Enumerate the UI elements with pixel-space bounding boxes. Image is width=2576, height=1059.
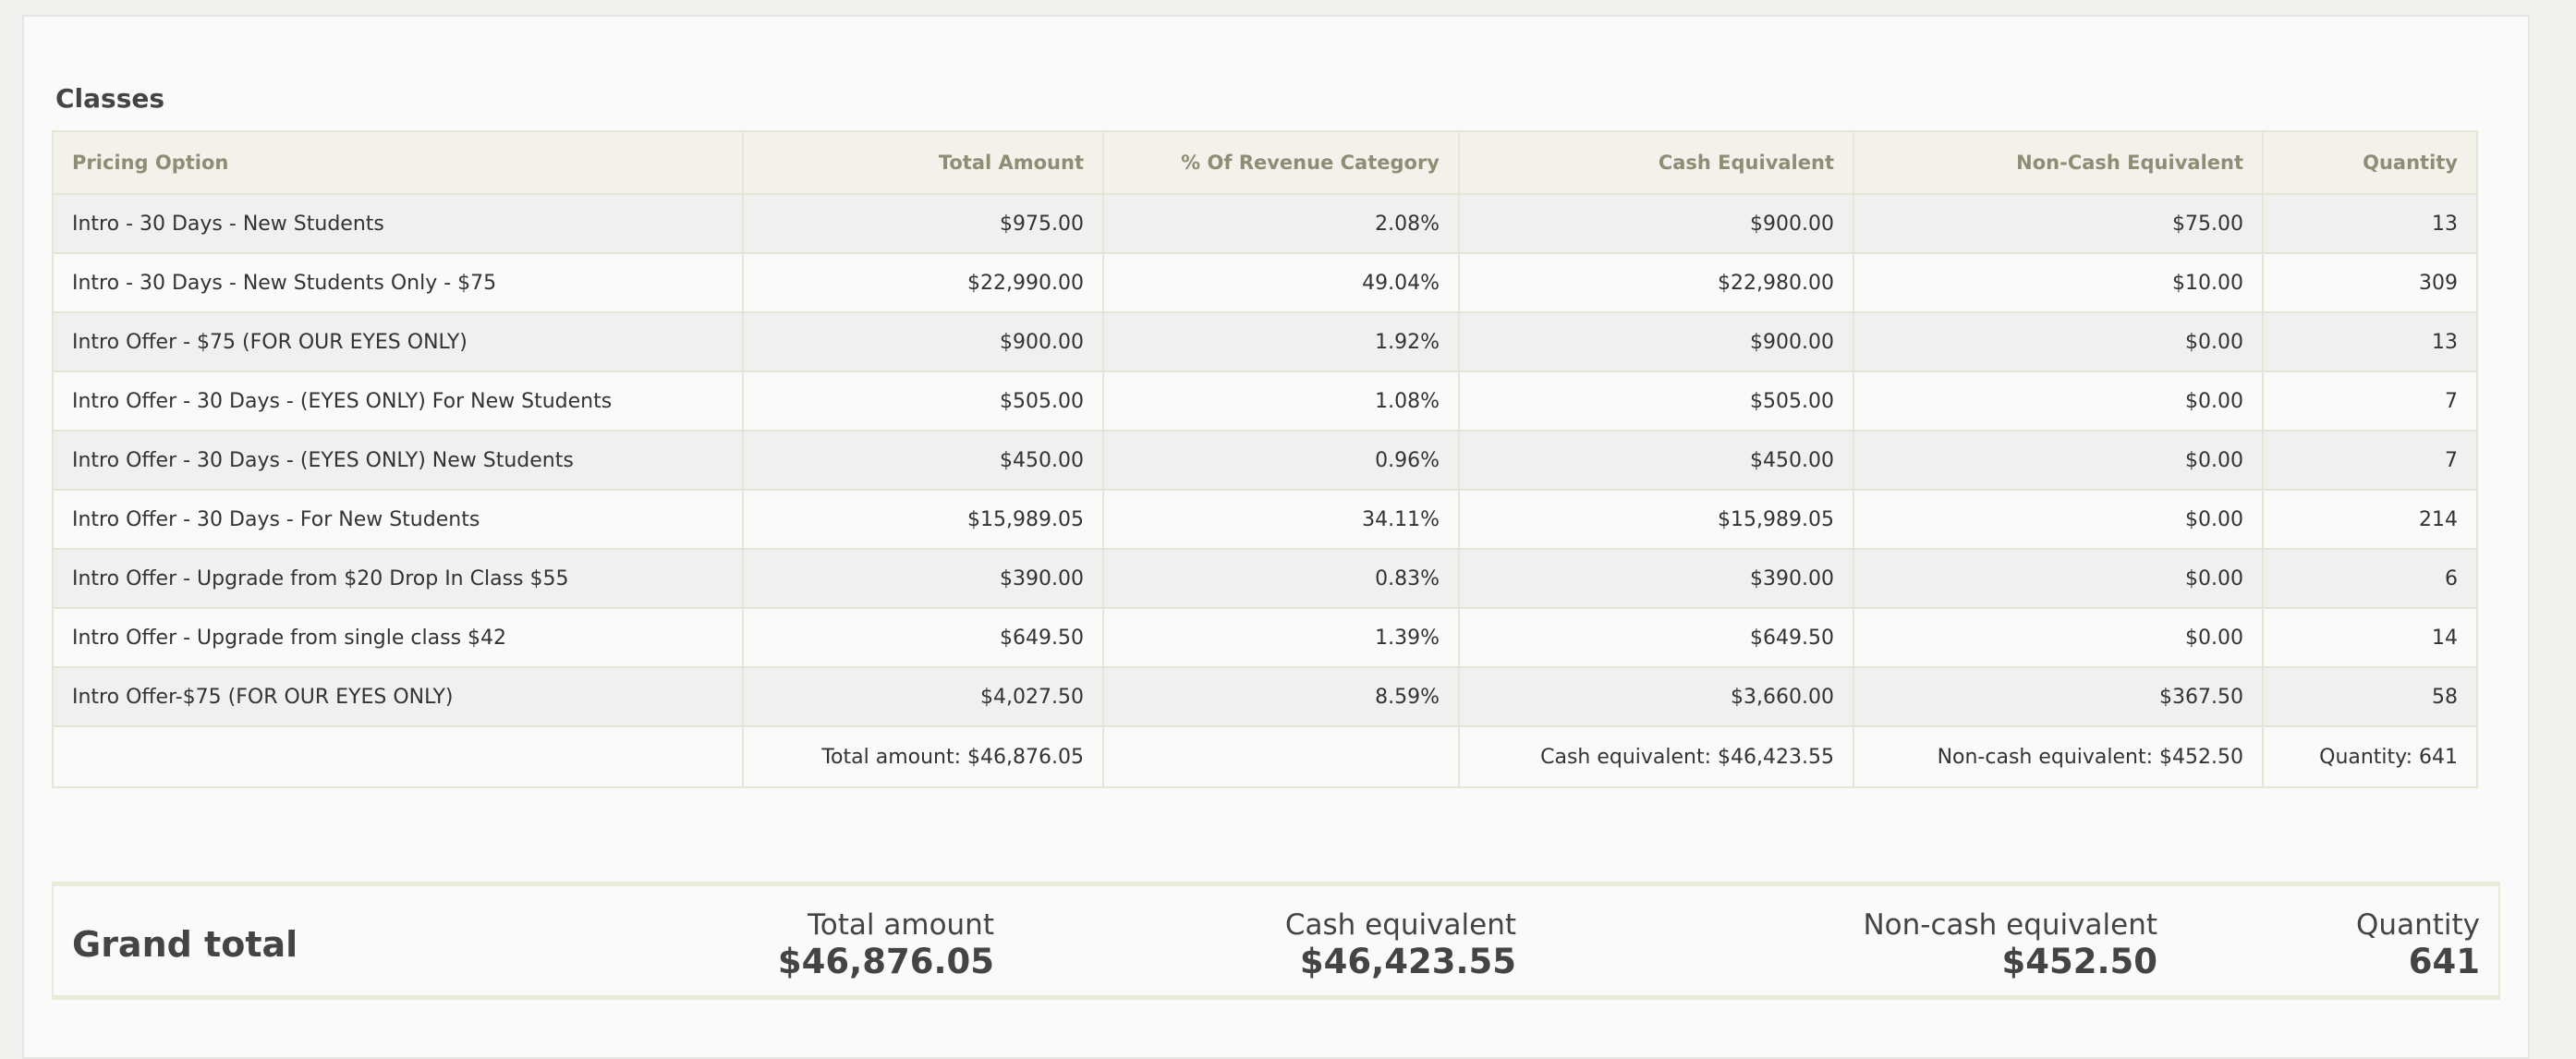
table-row: Intro Offer - $75 (FOR OUR EYES ONLY) $9… — [52, 311, 2478, 372]
grand-total-quantity-caption: Quantity — [2356, 908, 2480, 942]
table-row: Intro Offer - Upgrade from single class … — [52, 607, 2478, 668]
cell-non-cash-equivalent: $75.00 — [1853, 193, 2264, 254]
grand-total-non-cash-value: $452.50 — [2001, 942, 2157, 981]
cell-total-amount: $450.00 — [742, 430, 1104, 491]
grand-total-bar: Grand total Total amount $46,876.05 Cash… — [52, 882, 2500, 1000]
cell-non-cash-equivalent: $0.00 — [1853, 430, 2264, 491]
cell-cash-equivalent: $390.00 — [1458, 548, 1854, 609]
cell-pct-revenue: 2.08% — [1102, 193, 1460, 254]
column-header-non-cash-equivalent[interactable]: Non-Cash Equivalent — [1853, 130, 2264, 195]
cell-total-amount: $649.50 — [742, 607, 1104, 668]
total-amount-summary: Total amount: $46,876.05 — [742, 725, 1104, 788]
cell-cash-equivalent: $450.00 — [1458, 430, 1854, 491]
cell-pct-revenue: 1.08% — [1102, 371, 1460, 432]
cell-quantity: 14 — [2262, 607, 2478, 668]
cell-cash-equivalent: $15,989.05 — [1458, 489, 1854, 550]
cell-quantity: 6 — [2262, 548, 2478, 609]
quantity-summary: Quantity: 641 — [2262, 725, 2478, 788]
cell-totals-empty — [52, 725, 744, 788]
cell-total-amount: $22,990.00 — [742, 252, 1104, 313]
cell-pct-revenue: 1.92% — [1102, 311, 1460, 372]
cell-cash-equivalent: $505.00 — [1458, 371, 1854, 432]
column-header-pricing-option[interactable]: Pricing Option — [52, 130, 744, 195]
cell-pct-revenue: 0.83% — [1102, 548, 1460, 609]
grand-total-cash-caption: Cash equivalent — [1284, 908, 1516, 942]
cell-quantity: 7 — [2262, 371, 2478, 432]
cell-total-amount: $900.00 — [742, 311, 1104, 372]
cell-pricing-option: Intro Offer-$75 (FOR OUR EYES ONLY) — [52, 666, 744, 727]
table-row: Intro - 30 Days - New Students Only - $7… — [52, 252, 2478, 313]
cell-cash-equivalent: $900.00 — [1458, 311, 1854, 372]
column-header-pct-revenue[interactable]: % Of Revenue Category — [1102, 130, 1460, 195]
cash-equivalent-summary: Cash equivalent: $46,423.55 — [1458, 725, 1854, 788]
cell-pricing-option: Intro - 30 Days - New Students Only - $7… — [52, 252, 744, 313]
cell-total-amount: $4,027.50 — [742, 666, 1104, 727]
cell-total-amount: $505.00 — [742, 371, 1104, 432]
cell-total-amount: $15,989.05 — [742, 489, 1104, 550]
cell-cash-equivalent: $649.50 — [1458, 607, 1854, 668]
cell-cash-equivalent: $3,660.00 — [1458, 666, 1854, 727]
classes-table: Pricing Option Total Amount % Of Revenue… — [52, 130, 2478, 788]
grand-total-label: Grand total — [72, 924, 298, 965]
cell-pct-revenue: 0.96% — [1102, 430, 1460, 491]
cell-quantity: 214 — [2262, 489, 2478, 550]
cell-pct-revenue: 8.59% — [1102, 666, 1460, 727]
grand-total-cash-equivalent: Cash equivalent $46,423.55 — [1285, 908, 1516, 982]
table-row: Intro - 30 Days - New Students $975.00 2… — [52, 193, 2478, 254]
cell-pct-revenue: 49.04% — [1102, 252, 1460, 313]
non-cash-equivalent-summary: Non-cash equivalent: $452.50 — [1853, 725, 2264, 788]
cell-non-cash-equivalent: $0.00 — [1853, 311, 2264, 372]
cell-pricing-option: Intro Offer - Upgrade from $20 Drop In C… — [52, 548, 744, 609]
grand-total-non-cash-equivalent: Non-cash equivalent $452.50 — [1863, 908, 2157, 982]
cell-non-cash-equivalent: $0.00 — [1853, 548, 2264, 609]
cell-non-cash-equivalent: $10.00 — [1853, 252, 2264, 313]
cell-quantity: 58 — [2262, 666, 2478, 727]
cell-pricing-option: Intro Offer - 30 Days - (EYES ONLY) New … — [52, 430, 744, 491]
grand-total-amount-caption: Total amount — [808, 908, 994, 942]
cell-quantity: 13 — [2262, 193, 2478, 254]
table-header-row: Pricing Option Total Amount % Of Revenue… — [52, 130, 2478, 195]
grand-total-quantity: Quantity 641 — [2356, 908, 2480, 982]
cell-totals-empty — [1102, 725, 1460, 788]
grand-total-amount: Total amount $46,876.05 — [778, 908, 994, 982]
cell-non-cash-equivalent: $0.00 — [1853, 607, 2264, 668]
cell-quantity: 13 — [2262, 311, 2478, 372]
cell-quantity: 7 — [2262, 430, 2478, 491]
column-header-quantity[interactable]: Quantity — [2262, 130, 2478, 195]
section-title: Classes — [55, 83, 165, 114]
cell-non-cash-equivalent: $0.00 — [1853, 489, 2264, 550]
cell-non-cash-equivalent: $0.00 — [1853, 371, 2264, 432]
grand-total-quantity-value: 641 — [2408, 942, 2480, 981]
table-row: Intro Offer - 30 Days - For New Students… — [52, 489, 2478, 550]
cell-pricing-option: Intro Offer - 30 Days - For New Students — [52, 489, 744, 550]
table-row: Intro Offer - 30 Days - (EYES ONLY) New … — [52, 430, 2478, 491]
cell-total-amount: $390.00 — [742, 548, 1104, 609]
cell-non-cash-equivalent: $367.50 — [1853, 666, 2264, 727]
column-header-total-amount[interactable]: Total Amount — [742, 130, 1104, 195]
grand-total-cash-value: $46,423.55 — [1299, 942, 1516, 981]
grand-total-amount-value: $46,876.05 — [777, 942, 994, 981]
cell-pricing-option: Intro - 30 Days - New Students — [52, 193, 744, 254]
table-row: Intro Offer - 30 Days - (EYES ONLY) For … — [52, 371, 2478, 432]
cell-pricing-option: Intro Offer - Upgrade from single class … — [52, 607, 744, 668]
cell-pricing-option: Intro Offer - 30 Days - (EYES ONLY) For … — [52, 371, 744, 432]
table-totals-row: Total amount: $46,876.05 Cash equivalent… — [52, 725, 2478, 788]
table-row: Intro Offer - Upgrade from $20 Drop In C… — [52, 548, 2478, 609]
cell-pct-revenue: 34.11% — [1102, 489, 1460, 550]
cell-quantity: 309 — [2262, 252, 2478, 313]
grand-total-non-cash-caption: Non-cash equivalent — [1863, 908, 2157, 942]
cell-cash-equivalent: $900.00 — [1458, 193, 1854, 254]
cell-cash-equivalent: $22,980.00 — [1458, 252, 1854, 313]
cell-pct-revenue: 1.39% — [1102, 607, 1460, 668]
cell-total-amount: $975.00 — [742, 193, 1104, 254]
table-row: Intro Offer-$75 (FOR OUR EYES ONLY) $4,0… — [52, 666, 2478, 727]
cell-pricing-option: Intro Offer - $75 (FOR OUR EYES ONLY) — [52, 311, 744, 372]
column-header-cash-equivalent[interactable]: Cash Equivalent — [1458, 130, 1854, 195]
